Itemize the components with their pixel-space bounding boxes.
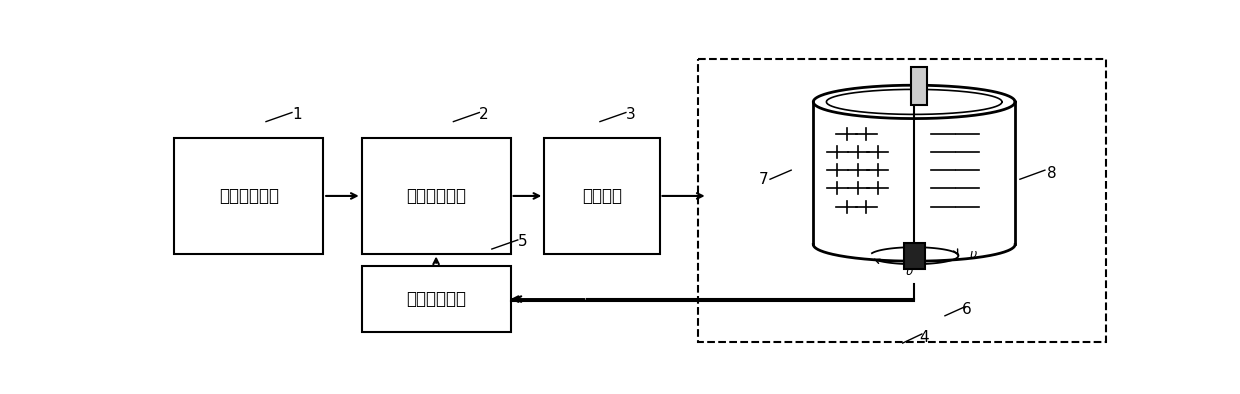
Text: 1: 1 bbox=[291, 106, 301, 121]
Text: 8: 8 bbox=[1047, 166, 1056, 181]
Text: υ: υ bbox=[905, 265, 913, 278]
Text: 5: 5 bbox=[518, 234, 527, 249]
Bar bbox=[174, 138, 324, 254]
Text: 3: 3 bbox=[626, 106, 636, 121]
Bar bbox=[904, 243, 925, 269]
Bar bbox=[698, 59, 1106, 342]
Text: 6: 6 bbox=[962, 302, 972, 317]
Text: 2: 2 bbox=[480, 106, 489, 121]
Bar bbox=[911, 67, 926, 105]
Text: 发信激励单元: 发信激励单元 bbox=[218, 187, 279, 205]
Text: 4: 4 bbox=[919, 329, 929, 344]
Text: υ: υ bbox=[970, 248, 977, 261]
Text: 转速控制单元: 转速控制单元 bbox=[405, 187, 466, 205]
Text: 7: 7 bbox=[759, 172, 768, 187]
Text: 转速检测单元: 转速检测单元 bbox=[405, 290, 466, 308]
Text: 旋转电机: 旋转电机 bbox=[582, 187, 622, 205]
Bar bbox=[544, 138, 660, 254]
Bar bbox=[362, 138, 511, 254]
Bar bbox=[362, 266, 511, 333]
